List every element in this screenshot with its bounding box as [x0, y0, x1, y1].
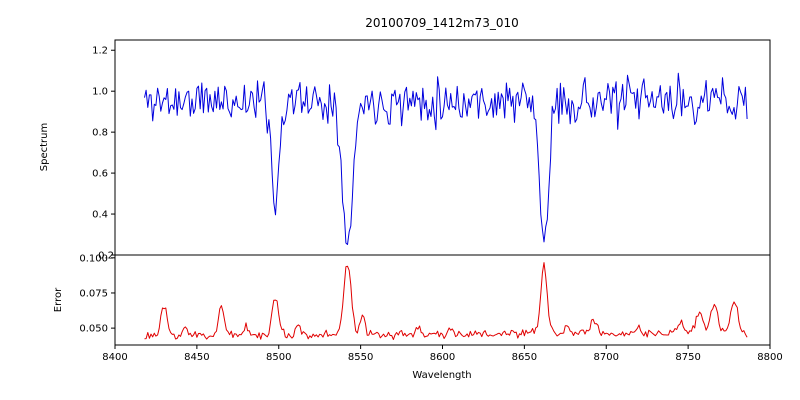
- y-tick-label: 0.100: [79, 253, 108, 264]
- y-tick-label: 1.2: [92, 46, 108, 57]
- x-tick-label: 8400: [102, 352, 127, 363]
- spectrum-axes-box: [114, 39, 771, 256]
- x-tick-label: 8750: [675, 352, 700, 363]
- x-tick-label: 8550: [348, 352, 373, 363]
- x-tick-label: 8800: [757, 352, 782, 363]
- x-tick-label: 8600: [430, 352, 455, 363]
- x-axis-label: Wavelength: [412, 370, 471, 381]
- spectrum-ylabel: Spectrum: [39, 123, 50, 171]
- y-tick-label: 0.075: [79, 288, 108, 299]
- y-tick-label: 0.8: [92, 128, 108, 139]
- chart-title: 20100709_1412m73_010: [365, 16, 518, 30]
- error-xtick-group: 8400 8450 8500 8550 8600 8650 8700 8750 8800: [102, 345, 783, 363]
- error-ytick-group: 0.100 0.075 0.050: [79, 253, 115, 335]
- spectrum-ytick-group: 1.2 1.0 0.8 0.6 0.4 0.2: [92, 46, 115, 262]
- y-tick-label: 1.0: [92, 87, 108, 98]
- spectrum-axes: 1.2 1.0 0.8 0.6 0.4 0.2 Spectrum: [39, 39, 771, 262]
- error-ylabel: Error: [53, 287, 64, 312]
- x-tick-label: 8650: [512, 352, 537, 363]
- y-tick-label: 0.6: [92, 169, 108, 180]
- spectrum-line: [144, 72, 748, 245]
- y-tick-label: 0.4: [92, 210, 108, 221]
- error-axes: 0.100 0.075 0.050 8400 8450 8500 8550 8600 8650…: [53, 253, 783, 381]
- x-tick-label: 8450: [184, 352, 209, 363]
- y-tick-label: 0.050: [79, 324, 108, 335]
- x-tick-label: 8500: [266, 352, 291, 363]
- error-line: [144, 262, 748, 340]
- x-tick-label: 8700: [594, 352, 619, 363]
- y-tick-label: 0.2: [98, 251, 114, 262]
